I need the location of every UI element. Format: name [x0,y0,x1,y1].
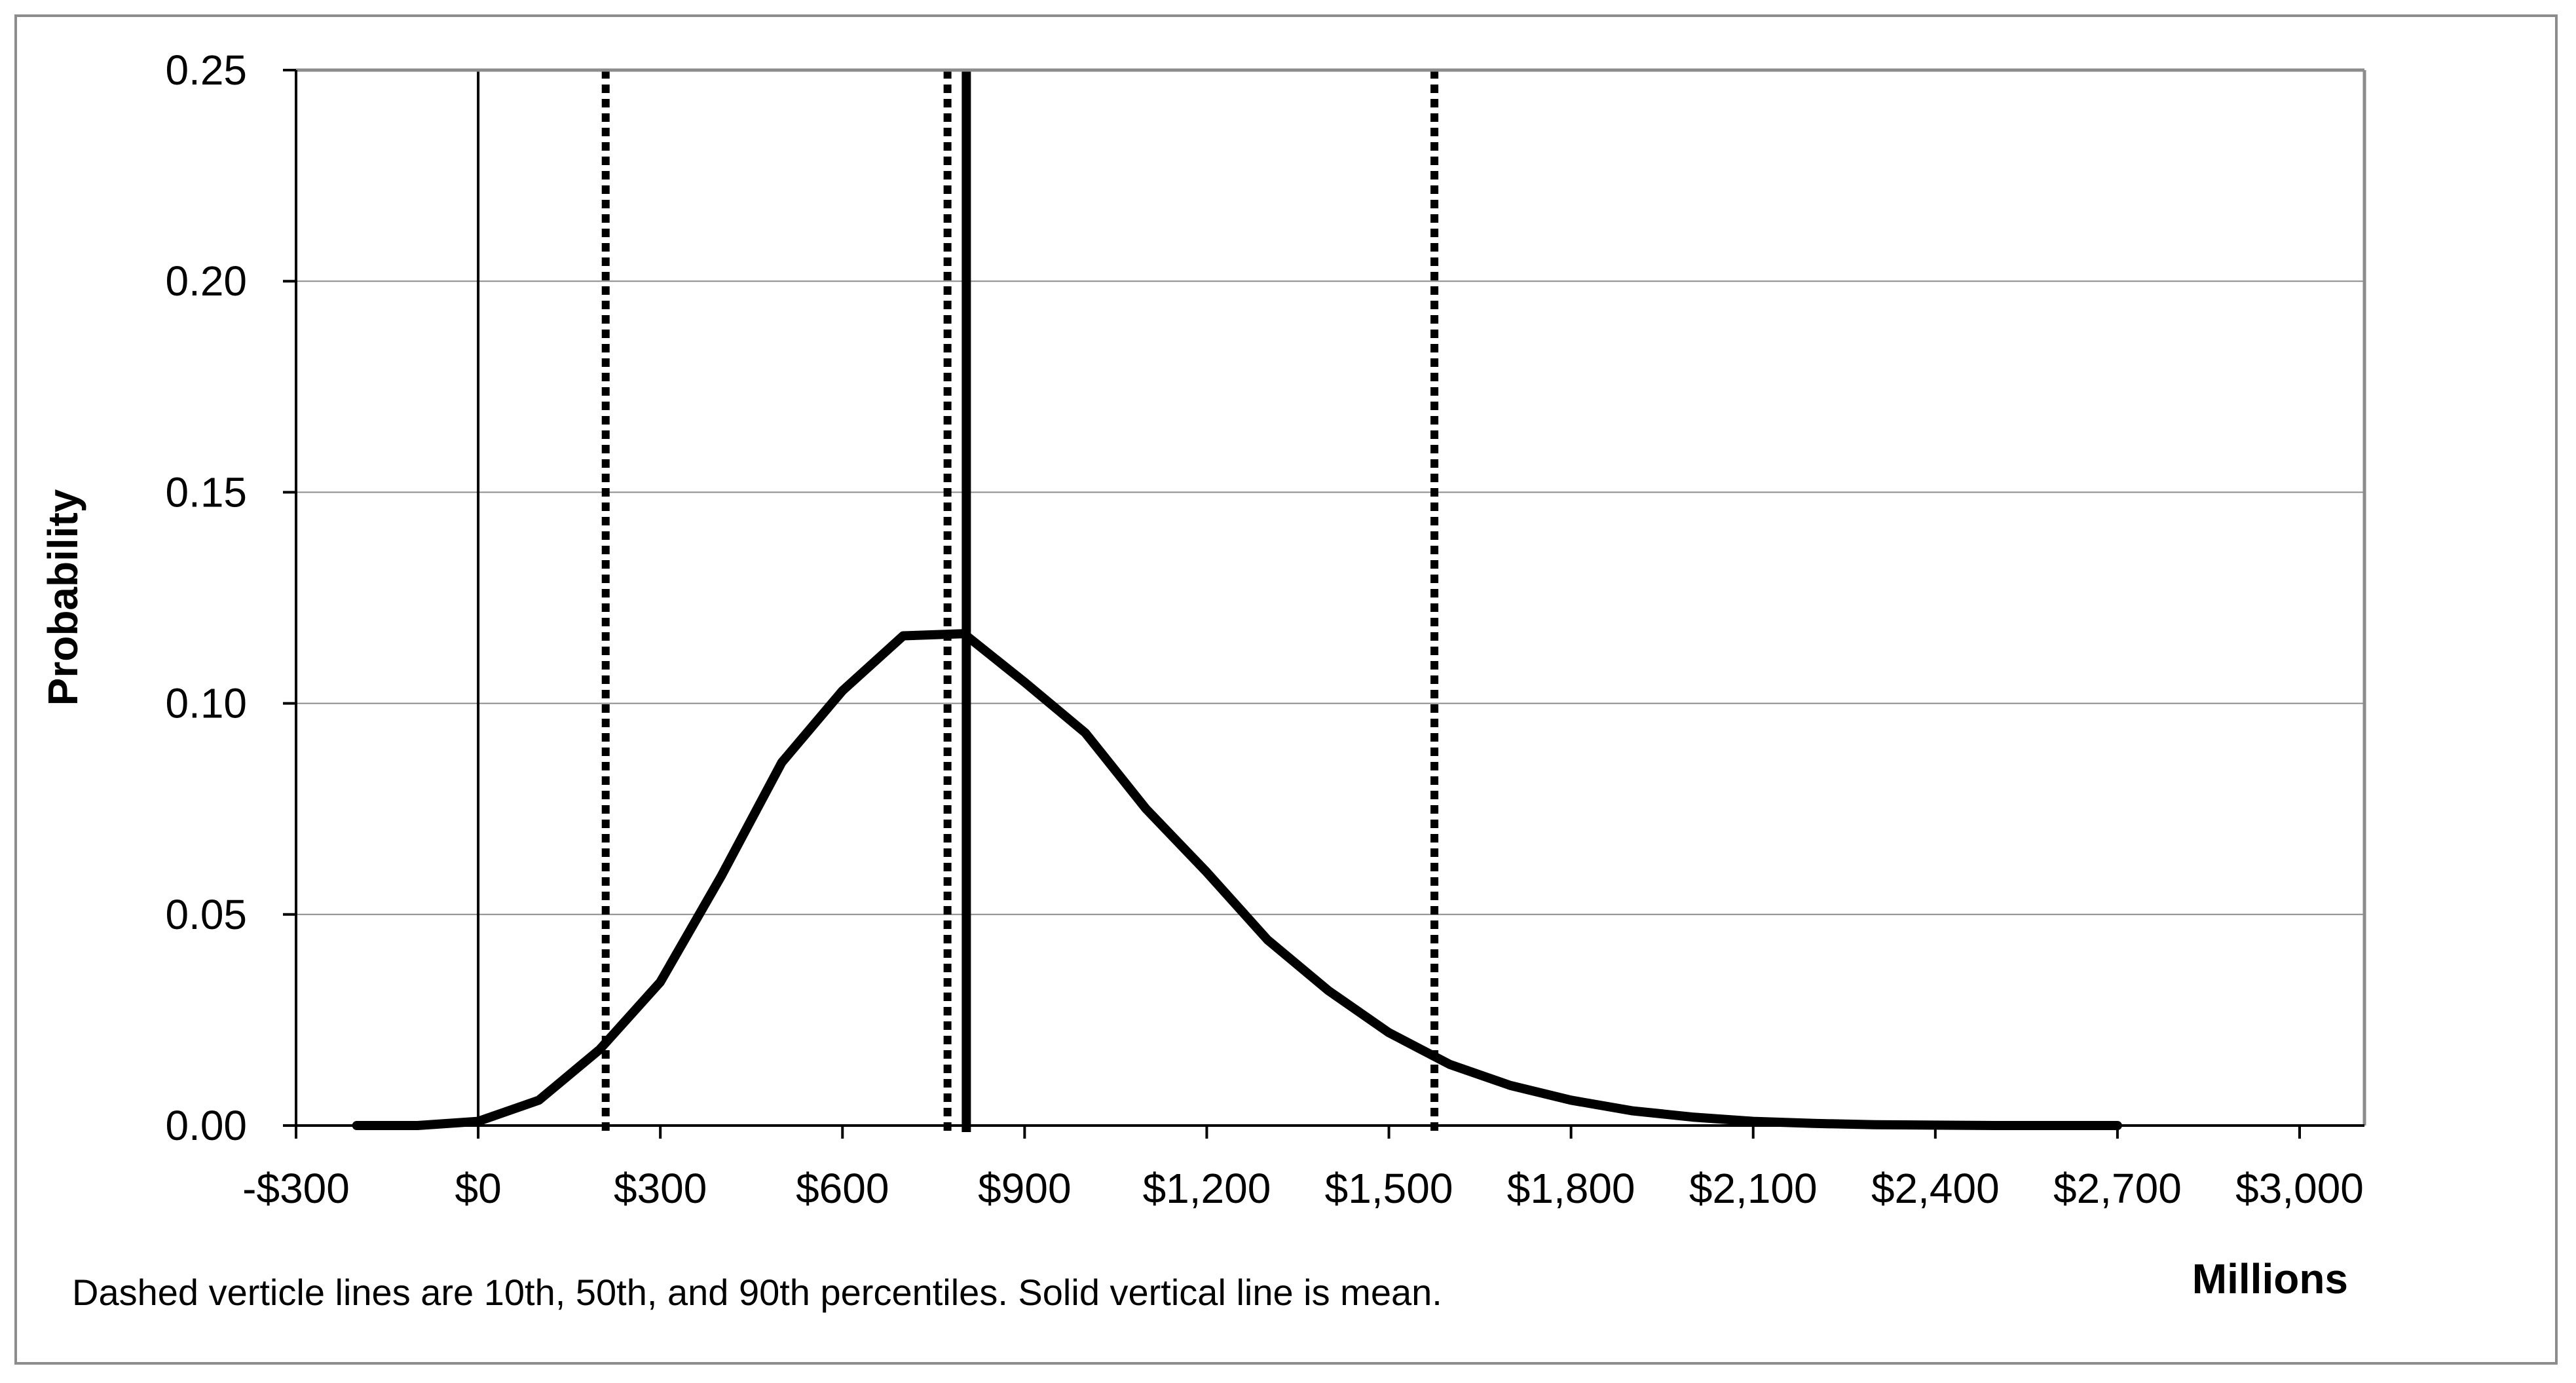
x-tick-label-9: $2,400 [1871,1165,2000,1212]
x-tick-label-10: $2,700 [2053,1165,2182,1212]
y-axis-title: Probability [39,489,86,706]
x-tick-label-0: -$300 [242,1165,350,1212]
x-tick-label-7: $1,800 [1507,1165,1635,1212]
reference-lines [477,70,1439,1132]
y-tick-label-3: 0.15 [165,468,247,516]
axes [283,68,2366,1139]
y-tick-label-5: 0.25 [165,47,247,94]
tick-labels: 0.00 0.05 0.10 0.15 0.20 0.25 -$300 $0 $300 $600 $… [165,47,2363,1212]
y-tick-label-2: 0.10 [165,680,247,727]
x-axis-title: Millions [2192,1255,2348,1302]
y-tick-label-1: 0.05 [165,891,247,938]
y-tick-label-0: 0.00 [165,1102,247,1149]
x-tick-label-11: $3,000 [2235,1165,2364,1212]
x-tick-label-8: $2,100 [1689,1165,1818,1212]
x-tick-label-3: $600 [796,1165,889,1212]
x-tick-label-6: $1,500 [1325,1165,1453,1212]
x-tick-label-2: $300 [614,1165,707,1212]
chart-footnote: Dashed verticle lines are 10th, 50th, an… [72,1272,1442,1313]
y-tick-label-4: 0.20 [165,257,247,305]
x-tick-label-1: $0 [455,1165,501,1212]
x-tick-label-5: $1,200 [1143,1165,1271,1212]
chart-frame [14,14,2558,1365]
probability-curve-0 [352,629,2122,1130]
x-tick-label-4: $900 [978,1165,1071,1212]
series [352,629,2122,1130]
